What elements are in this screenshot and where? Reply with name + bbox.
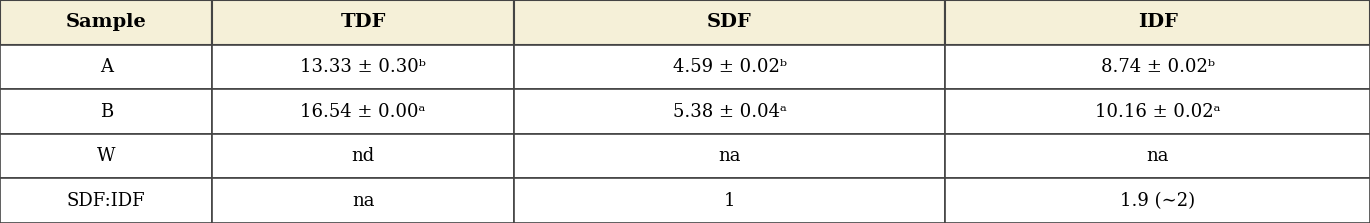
Text: na: na bbox=[718, 147, 741, 165]
Text: 4.59 ± 0.02ᵇ: 4.59 ± 0.02ᵇ bbox=[673, 58, 786, 76]
Text: 1.9 (∼2): 1.9 (∼2) bbox=[1121, 192, 1195, 210]
Text: na: na bbox=[352, 192, 374, 210]
Text: W: W bbox=[97, 147, 115, 165]
Bar bbox=[514, 0, 945, 45]
Bar bbox=[0, 45, 212, 89]
Bar bbox=[212, 89, 514, 134]
Text: 5.38 ± 0.04ᵃ: 5.38 ± 0.04ᵃ bbox=[673, 103, 786, 120]
Bar bbox=[0, 0, 212, 45]
Text: 8.74 ± 0.02ᵇ: 8.74 ± 0.02ᵇ bbox=[1100, 58, 1215, 76]
Bar bbox=[945, 0, 1370, 45]
Bar bbox=[514, 134, 945, 178]
Text: nd: nd bbox=[352, 147, 374, 165]
Bar bbox=[945, 45, 1370, 89]
Bar bbox=[514, 178, 945, 223]
Bar bbox=[945, 134, 1370, 178]
Text: 13.33 ± 0.30ᵇ: 13.33 ± 0.30ᵇ bbox=[300, 58, 426, 76]
Bar bbox=[212, 0, 514, 45]
Bar bbox=[212, 178, 514, 223]
Text: IDF: IDF bbox=[1137, 13, 1178, 31]
Text: Sample: Sample bbox=[66, 13, 147, 31]
Bar bbox=[945, 89, 1370, 134]
Text: 10.16 ± 0.02ᵃ: 10.16 ± 0.02ᵃ bbox=[1095, 103, 1221, 120]
Bar bbox=[0, 178, 212, 223]
Bar bbox=[212, 45, 514, 89]
Text: A: A bbox=[100, 58, 112, 76]
Text: SDF:IDF: SDF:IDF bbox=[67, 192, 145, 210]
Text: TDF: TDF bbox=[340, 13, 386, 31]
Bar bbox=[212, 134, 514, 178]
Text: SDF: SDF bbox=[707, 13, 752, 31]
Text: 16.54 ± 0.00ᵃ: 16.54 ± 0.00ᵃ bbox=[300, 103, 426, 120]
Bar bbox=[945, 178, 1370, 223]
Bar bbox=[0, 134, 212, 178]
Text: B: B bbox=[100, 103, 112, 120]
Bar bbox=[514, 89, 945, 134]
Bar bbox=[0, 89, 212, 134]
Text: na: na bbox=[1147, 147, 1169, 165]
Text: 1: 1 bbox=[723, 192, 736, 210]
Bar bbox=[514, 45, 945, 89]
